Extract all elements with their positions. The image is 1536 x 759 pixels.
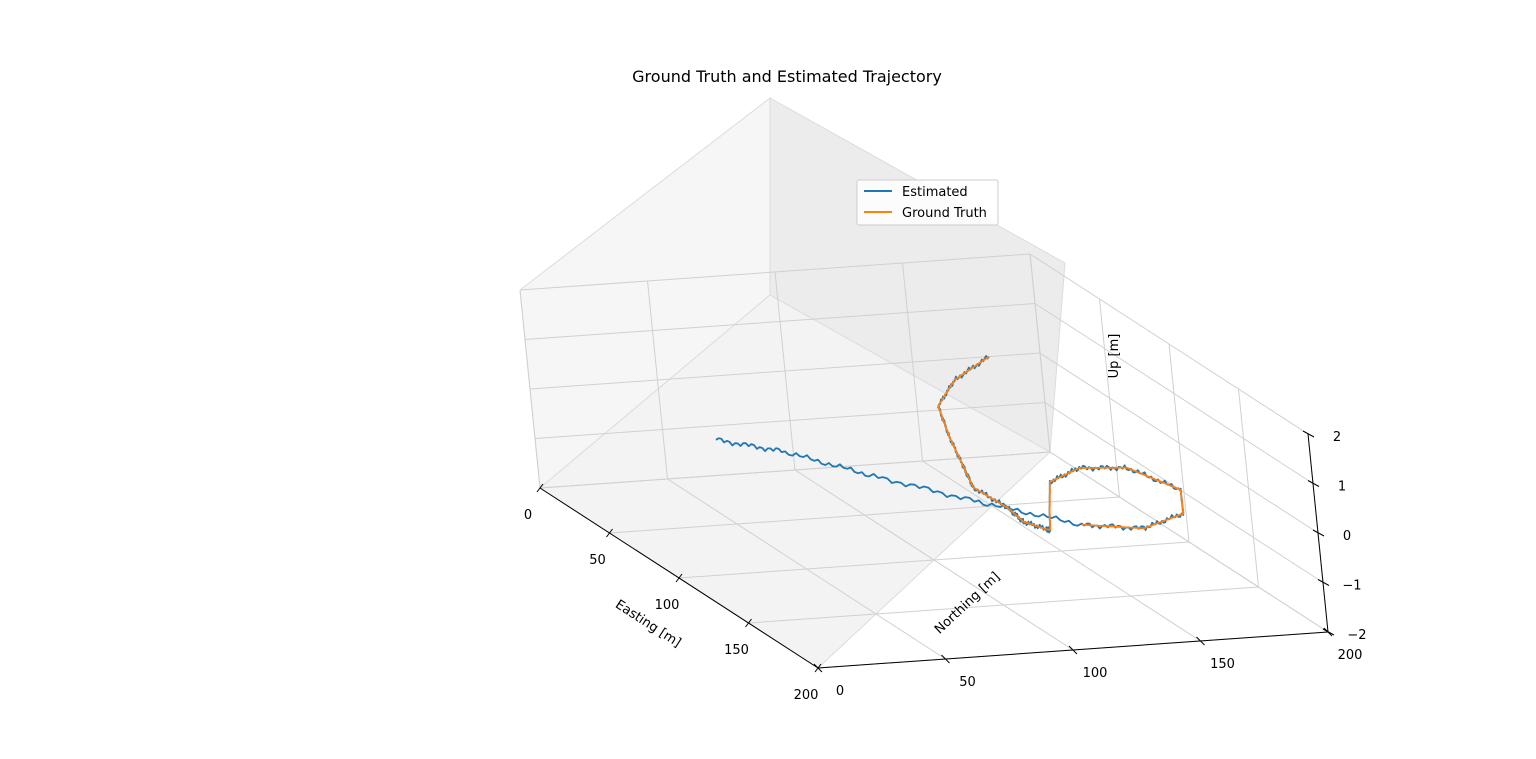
legend-ground-truth-label: Ground Truth	[902, 206, 987, 221]
y-tick-label: 50	[959, 675, 976, 690]
y-axis-ticks: 0 50 100 150 200	[813, 627, 1363, 699]
chart-title: Ground Truth and Estimated Trajectory	[632, 67, 942, 86]
x-axis-ticks: 0 50 100 150 200	[524, 483, 822, 703]
wall-grid-z-left	[519, 253, 1031, 291]
y-tick-mark	[941, 654, 950, 664]
trajectories	[715, 355, 1185, 534]
y-tick-mark	[1196, 636, 1205, 646]
legend-estimated-label: Estimated	[902, 185, 968, 200]
x-tick-mark	[606, 528, 613, 538]
legend-box	[856, 179, 999, 226]
z-tick-mark	[1302, 430, 1315, 438]
floor-grid-x	[748, 586, 1259, 624]
z-tick-mark	[1307, 480, 1320, 487]
y-tick-mark	[1068, 645, 1078, 655]
z-tick-label: 0	[1343, 529, 1351, 544]
wall-grid-z-left	[524, 303, 1036, 340]
ground-truth-trajectory-line	[937, 355, 1185, 531]
x-tick-label: 50	[589, 553, 606, 568]
wall-grid-z-left	[539, 451, 1051, 489]
y-tick-label: 0	[836, 684, 844, 699]
z-tick-label: −2	[1347, 628, 1366, 643]
z-tick-mark	[1317, 579, 1330, 586]
y-tick-label: 200	[1338, 648, 1363, 663]
legend: Estimated Ground Truth	[856, 179, 999, 226]
y-tick-label: 150	[1210, 657, 1235, 672]
x-tick-mark	[675, 573, 683, 583]
wall-grid-z-right	[1039, 352, 1319, 534]
z-tick-label: 2	[1333, 430, 1341, 445]
x-tick-label: 200	[794, 688, 819, 703]
wall-grid-z-right	[1034, 303, 1314, 484]
x-tick-mark	[536, 483, 544, 493]
wall-grid-z-left	[529, 352, 1041, 390]
z-axis-ticks: −2 −1 0 1 2	[1302, 430, 1367, 643]
wall-grid-z-right	[1029, 253, 1309, 435]
z-axis-label: Up [m]	[1107, 334, 1122, 379]
y-tick-mark	[813, 663, 823, 673]
wall-grid-z-left	[534, 402, 1046, 439]
z-tick-mark	[1312, 529, 1325, 537]
z-tick-label: 1	[1338, 480, 1346, 495]
z-tick-mark	[1322, 628, 1335, 636]
y-axis-label: Northing [m]	[932, 570, 1003, 638]
y-tick-label: 100	[1083, 666, 1108, 681]
x-tick-label: 100	[655, 598, 680, 613]
floor-grid-y	[794, 469, 1074, 651]
x-tick-mark	[745, 618, 752, 628]
z-tick-label: −1	[1342, 579, 1361, 594]
wall-grid-z-right	[1044, 402, 1324, 583]
floor-grid-y	[922, 460, 1201, 642]
wall-grid-z-right	[1049, 451, 1329, 633]
x-tick-label: 0	[524, 508, 532, 523]
x-tick-label: 150	[724, 643, 749, 658]
grid-lines	[519, 253, 1329, 669]
